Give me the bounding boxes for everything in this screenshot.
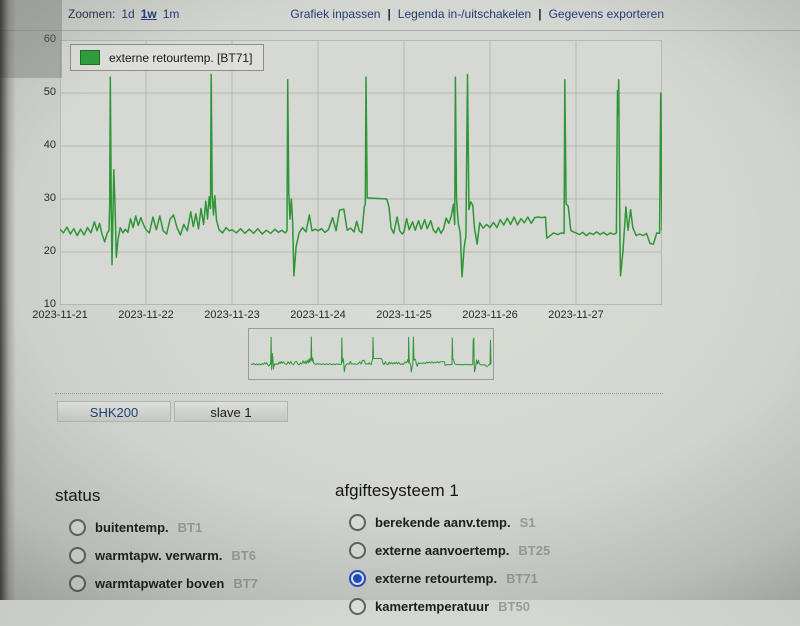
toolbar-link[interactable]: Grafiek inpassen (290, 7, 381, 21)
y-axis-label: 30 (43, 192, 56, 204)
radio-icon[interactable] (349, 514, 366, 531)
radio-code: S1 (519, 515, 536, 530)
radio-icon[interactable] (69, 575, 86, 592)
legend-label: externe retourtemp. [BT71] (109, 50, 253, 65)
toolbar-links: Grafiek inpassen | Legenda in-/uitschakele… (290, 7, 664, 21)
radio-option[interactable]: externe retourtemp. BT71 (349, 570, 550, 587)
radio-label: externe aanvoertemp. (375, 543, 510, 558)
legend-swatch-icon (80, 50, 100, 65)
toolbar-separator: | (387, 7, 391, 21)
radio-code: BT7 (233, 576, 258, 591)
radio-icon[interactable] (349, 598, 366, 615)
toolbar-separator: | (538, 7, 542, 21)
radio-label: warmtapwater boven (95, 576, 225, 591)
x-axis-label: 2023-11-21 (32, 309, 88, 321)
radio-label: kamertemperatuur (375, 599, 490, 614)
radio-code: BT25 (518, 543, 551, 558)
radio-label: buitentemp. (95, 520, 169, 535)
section-afgiftesysteem-1: afgiftesysteem 1 berekende aanv.temp. S1… (335, 481, 550, 626)
radio-label: berekende aanv.temp. (375, 515, 511, 530)
radio-label: externe retourtemp. (375, 571, 498, 586)
zoom-option-1m[interactable]: 1m (162, 7, 180, 21)
divider (55, 393, 663, 394)
tab-shk200[interactable]: SHK200 (57, 401, 171, 422)
radio-icon[interactable] (349, 570, 366, 587)
section-status: status buitentemp. BT1 warmtapw. verwarm… (55, 486, 258, 603)
radio-option[interactable]: externe aanvoertemp. BT25 (349, 542, 550, 559)
toolbar-link[interactable]: Gegevens exporteren (548, 7, 664, 21)
zoom-option-1d[interactable]: 1d (121, 7, 135, 21)
section-title: status (55, 486, 101, 505)
x-axis-label: 2023-11-22 (118, 309, 174, 321)
radio-icon[interactable] (69, 547, 86, 564)
zoom-label: Zoomen: (68, 7, 116, 21)
x-axis-label: 2023-11-27 (548, 309, 604, 321)
chart-toolbar: Zoomen: 1d 1w 1m Grafiek inpassen | Legenda i… (0, 0, 800, 31)
range-selector-chart[interactable] (248, 328, 494, 380)
plot-area (60, 40, 662, 305)
radio-code: BT6 (231, 548, 256, 563)
toolbar-link[interactable]: Legenda in-/uitschakelen (397, 7, 532, 21)
radio-code: BT50 (498, 599, 530, 614)
x-axis-label: 2023-11-24 (290, 309, 346, 321)
radio-code: BT1 (177, 520, 203, 535)
y-axis-label: 10 (43, 298, 56, 310)
radio-option[interactable]: warmtapw. verwarm. BT6 (69, 547, 258, 564)
y-axis-label: 20 (43, 245, 56, 257)
section-title: afgiftesysteem 1 (335, 481, 459, 500)
y-axis-label: 40 (43, 139, 56, 151)
radio-option[interactable]: berekende aanv.temp. S1 (349, 514, 550, 531)
x-axis-label: 2023-11-23 (204, 309, 260, 321)
radio-icon[interactable] (349, 542, 366, 559)
temperature-series-line (250, 336, 492, 373)
y-axis-label: 50 (43, 86, 56, 98)
y-axis-label: 60 (43, 33, 56, 45)
tab-slave-1[interactable]: slave 1 (174, 401, 288, 422)
screen-bezel-edge (0, 0, 16, 600)
main-chart[interactable] (60, 40, 662, 305)
temperature-series-line (60, 73, 662, 278)
x-axis-label: 2023-11-25 (376, 309, 432, 321)
chart-legend: externe retourtemp. [BT71] (70, 44, 265, 71)
zoom-controls: Zoomen: 1d 1w 1m (68, 7, 179, 21)
radio-code: BT71 (506, 571, 538, 586)
zoom-option-1w[interactable]: 1w (140, 7, 157, 21)
tab-bar: SHK200 slave 1 (57, 401, 288, 422)
radio-icon[interactable] (69, 519, 86, 536)
radio-option[interactable]: buitentemp. BT1 (69, 519, 258, 536)
radio-option[interactable]: warmtapwater boven BT7 (69, 575, 258, 592)
radio-option[interactable]: kamertemperatuur BT50 (349, 598, 550, 615)
radio-label: warmtapw. verwarm. (95, 548, 223, 563)
x-axis-label: 2023-11-26 (462, 309, 518, 321)
